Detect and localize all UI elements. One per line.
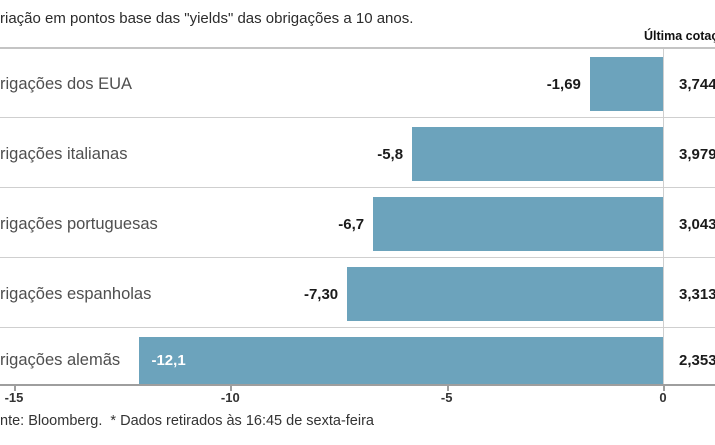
row-separator bbox=[0, 257, 715, 258]
header-separator bbox=[0, 47, 715, 49]
last-quote-value-1: 3,979 bbox=[679, 145, 715, 163]
row-label-2: rigações portuguesas bbox=[0, 214, 158, 233]
bar-value-label-2: -6,7 bbox=[338, 215, 365, 233]
last-quote-value-0: 3,744 bbox=[679, 75, 715, 93]
source-note: nte: Bloomberg. * Dados retirados às 16:… bbox=[0, 413, 374, 429]
bar-value-label-4: -12,1 bbox=[151, 352, 186, 369]
x-axis-tick--10 bbox=[230, 386, 233, 391]
bar-1 bbox=[412, 127, 663, 181]
bar-value-label-3: -7,30 bbox=[303, 285, 339, 303]
last-quote-column-header: Última cotaç bbox=[644, 29, 715, 43]
row-label-0: rigações dos EUA bbox=[0, 74, 133, 93]
x-axis-tick-label--15: -15 bbox=[4, 390, 24, 405]
x-axis-tick--5 bbox=[446, 386, 449, 391]
bar-value-label-1: -5,8 bbox=[377, 145, 404, 163]
chart-title: riação em pontos base das "yields" das o… bbox=[0, 10, 414, 27]
row-label-1: rigações italianas bbox=[0, 144, 128, 163]
last-quote-value-3: 3,313 bbox=[679, 285, 715, 303]
bar-value-label-0: -1,69 bbox=[546, 75, 581, 93]
x-axis-line bbox=[0, 384, 715, 386]
row-separator bbox=[0, 187, 715, 188]
row-separator bbox=[0, 327, 715, 328]
bar-2 bbox=[373, 197, 663, 251]
last-quote-value-2: 3,043 bbox=[679, 215, 715, 233]
last-quote-value-4: 2,353 bbox=[679, 352, 715, 369]
x-axis-tick-label--10: -10 bbox=[220, 390, 240, 405]
row-label-4: rigações alemãs bbox=[0, 351, 121, 369]
bar-0 bbox=[589, 57, 663, 111]
bar-4 bbox=[139, 337, 663, 384]
row-label-3: rigações espanholas bbox=[0, 284, 152, 303]
x-axis-tick-label--5: -5 bbox=[440, 390, 453, 405]
zero-axis-line bbox=[663, 49, 664, 384]
x-axis-tick-label-0: 0 bbox=[659, 390, 667, 405]
row-separator bbox=[0, 117, 715, 118]
x-axis-tick-0 bbox=[663, 386, 665, 391]
x-axis-tick--15 bbox=[14, 386, 16, 391]
bar-3 bbox=[347, 267, 663, 321]
